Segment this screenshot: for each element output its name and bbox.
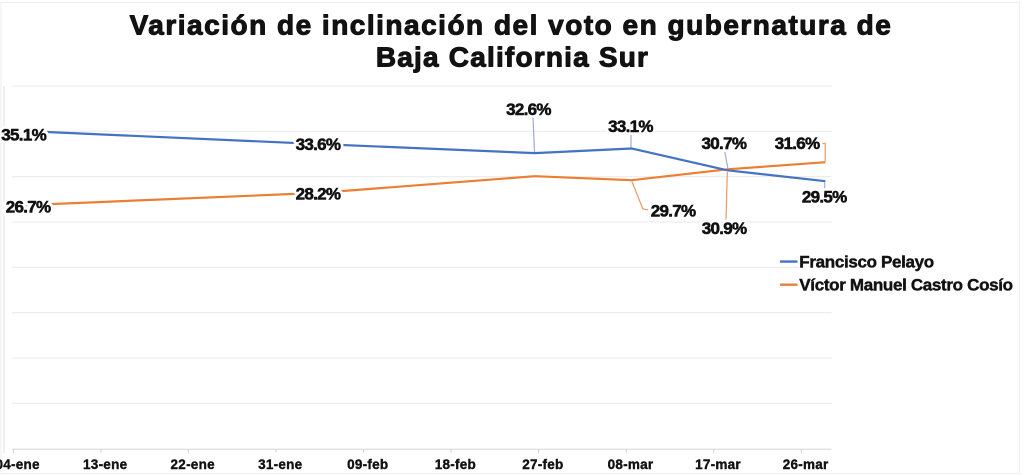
svg-text:30.7%: 30.7% [702,134,747,153]
svg-text:29.7%: 29.7% [651,202,696,221]
svg-text:26.7%: 26.7% [6,198,51,217]
svg-text:35.1%: 35.1% [1,126,46,145]
svg-text:33.6%: 33.6% [296,135,341,154]
svg-text:22-ene: 22-ene [171,457,216,472]
svg-text:33.1%: 33.1% [608,117,653,136]
svg-text:13-ene: 13-ene [83,457,128,472]
svg-text:09-feb: 09-feb [347,457,388,472]
svg-text:30.9%: 30.9% [702,219,747,238]
svg-text:Variación de inclinación del v: Variación de inclinación del voto en gub… [130,9,893,40]
svg-text:28.2%: 28.2% [296,185,341,204]
svg-text:17-mar: 17-mar [695,457,741,472]
svg-text:28.2%: 28.2% [296,185,341,204]
svg-text:26.7%: 26.7% [6,198,51,217]
svg-text:31.6%: 31.6% [775,134,820,153]
svg-text:29.7%: 29.7% [651,202,696,221]
svg-text:04-ene: 04-ene [0,457,40,472]
svg-text:Francisco Pelayo: Francisco Pelayo [799,252,934,271]
svg-text:08-mar: 08-mar [608,457,654,472]
svg-text:18-feb: 18-feb [435,457,476,472]
svg-text:29.5%: 29.5% [802,188,847,207]
svg-text:33.1%: 33.1% [608,117,653,136]
svg-text:32.6%: 32.6% [506,100,551,119]
svg-text:32.6%: 32.6% [506,100,551,119]
svg-text:27-feb: 27-feb [522,457,563,472]
svg-text:30.9%: 30.9% [702,219,747,238]
svg-text:29.5%: 29.5% [802,188,847,207]
svg-text:31-ene: 31-ene [258,457,303,472]
svg-text:33.6%: 33.6% [296,135,341,154]
svg-text:31.6%: 31.6% [775,134,820,153]
svg-text:35.1%: 35.1% [1,126,46,145]
svg-text:30.7%: 30.7% [702,134,747,153]
svg-text:Víctor Manuel Castro Cosío: Víctor Manuel Castro Cosío [799,276,1012,295]
svg-text:Baja California Sur: Baja California Sur [376,41,649,72]
svg-text:26-mar: 26-mar [783,457,829,472]
